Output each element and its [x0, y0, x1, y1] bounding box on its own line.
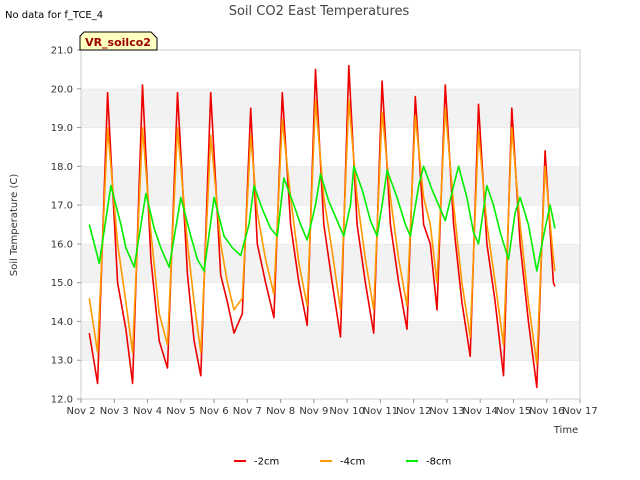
x-tick-label: Nov 12	[396, 406, 431, 417]
x-tick-label: Nov 3	[100, 406, 129, 417]
x-tick-labels: Nov 2 Nov 3 Nov 4 Nov 5 Nov 6 Nov 7 Nov 8 Nov 9…	[66, 399, 598, 417]
x-tick-label: Nov 10	[329, 406, 364, 417]
legend-label: -8cm	[426, 457, 451, 468]
series-line-4cmcm	[88, 99, 556, 365]
grid-band	[81, 321, 580, 361]
grid-band	[81, 50, 580, 89]
x-tick-label: Nov 14	[462, 406, 497, 417]
x-tick-label: Nov 9	[299, 406, 328, 417]
y-tick-label: 19.0	[51, 123, 73, 134]
grid-band	[81, 127, 580, 167]
y-tick-label: 18.0	[51, 162, 73, 173]
x-tick-label: Nov 16	[529, 406, 564, 417]
no-data-note: No data for f_TCE_4	[5, 10, 103, 21]
y-tick-label: 15.0	[51, 278, 73, 289]
y-tick-label: 13.0	[51, 356, 73, 367]
x-tick-label: Nov 17	[562, 406, 597, 417]
y-tick-labels: 12.0 13.0 14.0 15.0 16.0 17.0 18.0 19.0 20.0 21.0	[51, 46, 81, 406]
y-tick-label: 21.0	[51, 46, 73, 57]
badge: VR_soilco2	[79, 31, 158, 51]
y-tick-label: 17.0	[51, 201, 73, 212]
legend-label: -2cm	[254, 457, 279, 468]
y-tick-label: 12.0	[51, 395, 73, 406]
x-tick-label: Nov 6	[200, 406, 229, 417]
x-axis-label: Time	[553, 425, 578, 436]
grid-band	[81, 88, 580, 128]
x-tick-label: Nov 8	[266, 406, 295, 417]
series-lines	[88, 64, 556, 389]
x-tick-label: Nov 7	[233, 406, 262, 417]
y-tick-label: 16.0	[51, 239, 73, 250]
grid-band	[81, 166, 580, 206]
x-tick-label: Nov 11	[363, 406, 398, 417]
series-line-8cmcm	[88, 165, 556, 272]
plot-frame	[80, 49, 581, 400]
legend: -2cm -4cm -8cm	[234, 457, 451, 468]
badge-label: VR_soilco2	[85, 36, 151, 49]
y-tick-label: 20.0	[51, 84, 73, 95]
grid-band	[81, 360, 580, 399]
badge-box	[79, 31, 158, 51]
x-tick-label: Nov 5	[166, 406, 195, 417]
y-axis-label: Soil Temperature (C)	[9, 174, 20, 277]
x-tick-label: Nov 2	[66, 406, 95, 417]
x-tick-label: Nov 15	[496, 406, 531, 417]
x-tick-label: Nov 13	[429, 406, 464, 417]
x-tick-label: Nov 4	[133, 406, 162, 417]
chart-title: Soil CO2 East Temperatures	[229, 4, 410, 19]
y-tick-label: 14.0	[51, 317, 73, 328]
legend-label: -4cm	[340, 457, 365, 468]
